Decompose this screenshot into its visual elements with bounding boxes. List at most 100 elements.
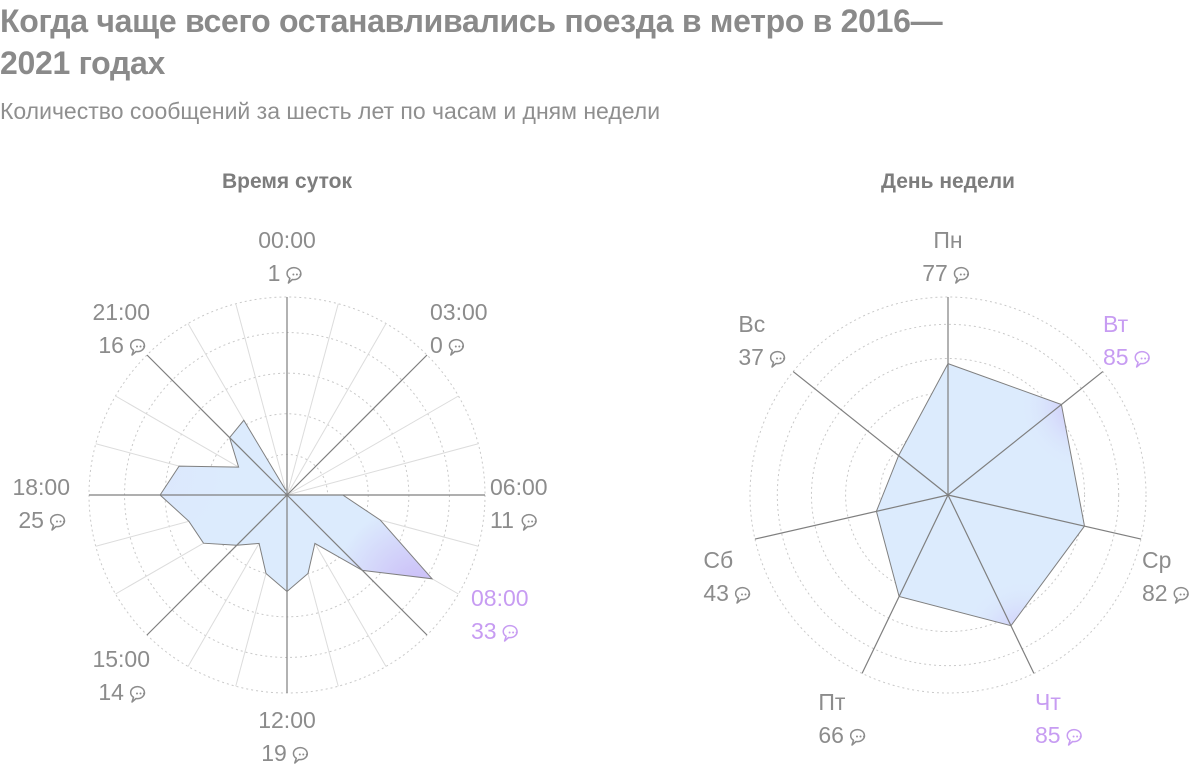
axis-label-text: 15:00: [92, 646, 150, 672]
comment-icon-dot: [305, 753, 308, 756]
comment-icon: [502, 624, 518, 642]
axis-label-Сб: Сб 43: [703, 547, 751, 606]
axis-spoke-major: [286, 494, 428, 636]
comment-icon-dot: [136, 692, 138, 695]
axis-label-text: 00:00: [258, 227, 316, 253]
comment-icon-dot: [966, 273, 969, 276]
comment-icon: [849, 728, 866, 746]
comment-icon-dot: [143, 692, 145, 695]
comment-icon-dot: [143, 345, 145, 348]
comment-icon: [292, 746, 308, 764]
comment-icon: [49, 513, 66, 531]
comment-icon-dot: [508, 631, 511, 634]
radar-chart-days: Пн 77 Вт 85 Ср 82 Чт 85 Пт 66 Сб 43 Вс 37: [703, 227, 1189, 748]
comment-icon-outline: [49, 513, 66, 531]
axis-spoke: [947, 494, 1142, 540]
comment-icon-dot: [1183, 593, 1186, 596]
grid-spoke-minor: [286, 395, 459, 496]
comment-icon: [129, 338, 146, 356]
comment-icon: [1066, 728, 1082, 746]
comment-icon-dot: [512, 631, 515, 634]
series-area: [159, 419, 434, 593]
comment-icon-dot: [859, 735, 862, 738]
comment-icon-dot: [744, 593, 747, 596]
comment-icon-dot: [139, 345, 142, 348]
data-label-value: 85: [1103, 344, 1129, 370]
comment-icon: [953, 266, 969, 284]
axis-label-Вс: Вс 37: [738, 311, 786, 370]
comment-icon-outline: [1173, 586, 1189, 604]
grid-spoke-minor: [286, 443, 479, 496]
comment-icon-dot: [461, 345, 464, 348]
axis-label-text: Пт: [818, 689, 846, 715]
axis-label-text: Вс: [738, 311, 765, 337]
data-label-value: 43: [703, 580, 729, 606]
comment-icon-dot: [534, 520, 537, 523]
grid-ring: [810, 357, 1086, 633]
axis-label-Пт: Пт 66: [818, 689, 866, 748]
comment-icon: [734, 586, 751, 604]
comment-icon-dot: [292, 273, 295, 276]
comment-icon-outline: [292, 746, 308, 764]
page-title: Когда чаще всего останавливались поезда …: [0, 3, 943, 81]
comment-icon-dot: [295, 273, 298, 276]
comment-icon: [129, 685, 146, 703]
series-area-hours: [89, 297, 485, 693]
comment-icon-dot: [59, 520, 62, 523]
comment-icon: [1173, 586, 1189, 604]
grid-spoke-minor: [286, 303, 339, 496]
comment-icon-dot: [963, 273, 966, 276]
axis-spoke: [792, 371, 949, 496]
comment-icon-outline: [849, 728, 866, 746]
comment-icon-dot: [136, 345, 138, 348]
comment-icon: [521, 513, 537, 531]
comment-icon-dot: [1186, 593, 1189, 596]
comment-icon-dot: [1072, 735, 1075, 738]
comment-icon-dot: [515, 631, 518, 634]
comment-icon-dot: [1076, 735, 1079, 738]
comment-icon-outline: [129, 685, 146, 703]
series-area: [875, 362, 1086, 627]
comment-icon-dot: [1147, 357, 1150, 360]
axis-label-Ср: Ср 82: [1142, 547, 1189, 606]
axis-spoke: [947, 494, 1035, 674]
axis-spoke-major: [146, 354, 288, 496]
comment-icon-dot: [741, 593, 743, 596]
data-label-value: 1: [268, 260, 281, 286]
comment-icon-dot: [1079, 735, 1082, 738]
axis-label-21:00: 21:00 16: [92, 299, 150, 358]
data-label-value: 37: [738, 344, 764, 370]
comment-icon-dot: [1179, 593, 1182, 596]
axis-label-12:00: 12:00 19: [258, 707, 316, 766]
axis-label-text: Сб: [703, 547, 733, 573]
axis-label-text: Пн: [933, 227, 962, 253]
comment-icon-dot: [748, 593, 750, 596]
comment-icon: [1134, 350, 1150, 368]
axis-spoke: [861, 494, 949, 674]
data-label-value: 0: [430, 332, 443, 358]
axis-label-text: Вт: [1103, 311, 1129, 337]
comment-icon-dot: [298, 753, 301, 756]
comment-icon-outline: [769, 350, 786, 368]
page-subtitle: Количество сообщений за шесть лет по час…: [0, 98, 661, 124]
grid-spoke-minor: [286, 323, 387, 496]
comment-icon-dot: [299, 273, 302, 276]
axis-label-text: 18:00: [12, 474, 70, 500]
radar-chart-hours: 00:00 1 03:00 0 06:00 11 08:00 33 12:00 19 15:00 14…: [12, 227, 547, 766]
comment-icon-dot: [1140, 357, 1143, 360]
axis-label-06:00: 06:00 11: [490, 474, 548, 533]
comment-icon-dot: [139, 692, 142, 695]
axis-label-18:00: 18:00 25: [12, 474, 70, 533]
comment-icon: [448, 338, 464, 356]
axis-spoke: [754, 494, 949, 540]
chart-title-hours: Время суток: [222, 170, 352, 193]
axis-label-00:00: 00:00 1: [258, 227, 316, 286]
axis-label-text: Чт: [1035, 689, 1061, 715]
axis-spoke: [947, 371, 1104, 496]
data-label-value: 66: [818, 722, 844, 748]
data-label-value: 82: [1142, 580, 1168, 606]
comment-icon-dot: [863, 735, 865, 738]
comment-icon-dot: [56, 520, 58, 523]
grid-spoke-minor: [235, 303, 288, 496]
comment-icon-dot: [454, 345, 457, 348]
